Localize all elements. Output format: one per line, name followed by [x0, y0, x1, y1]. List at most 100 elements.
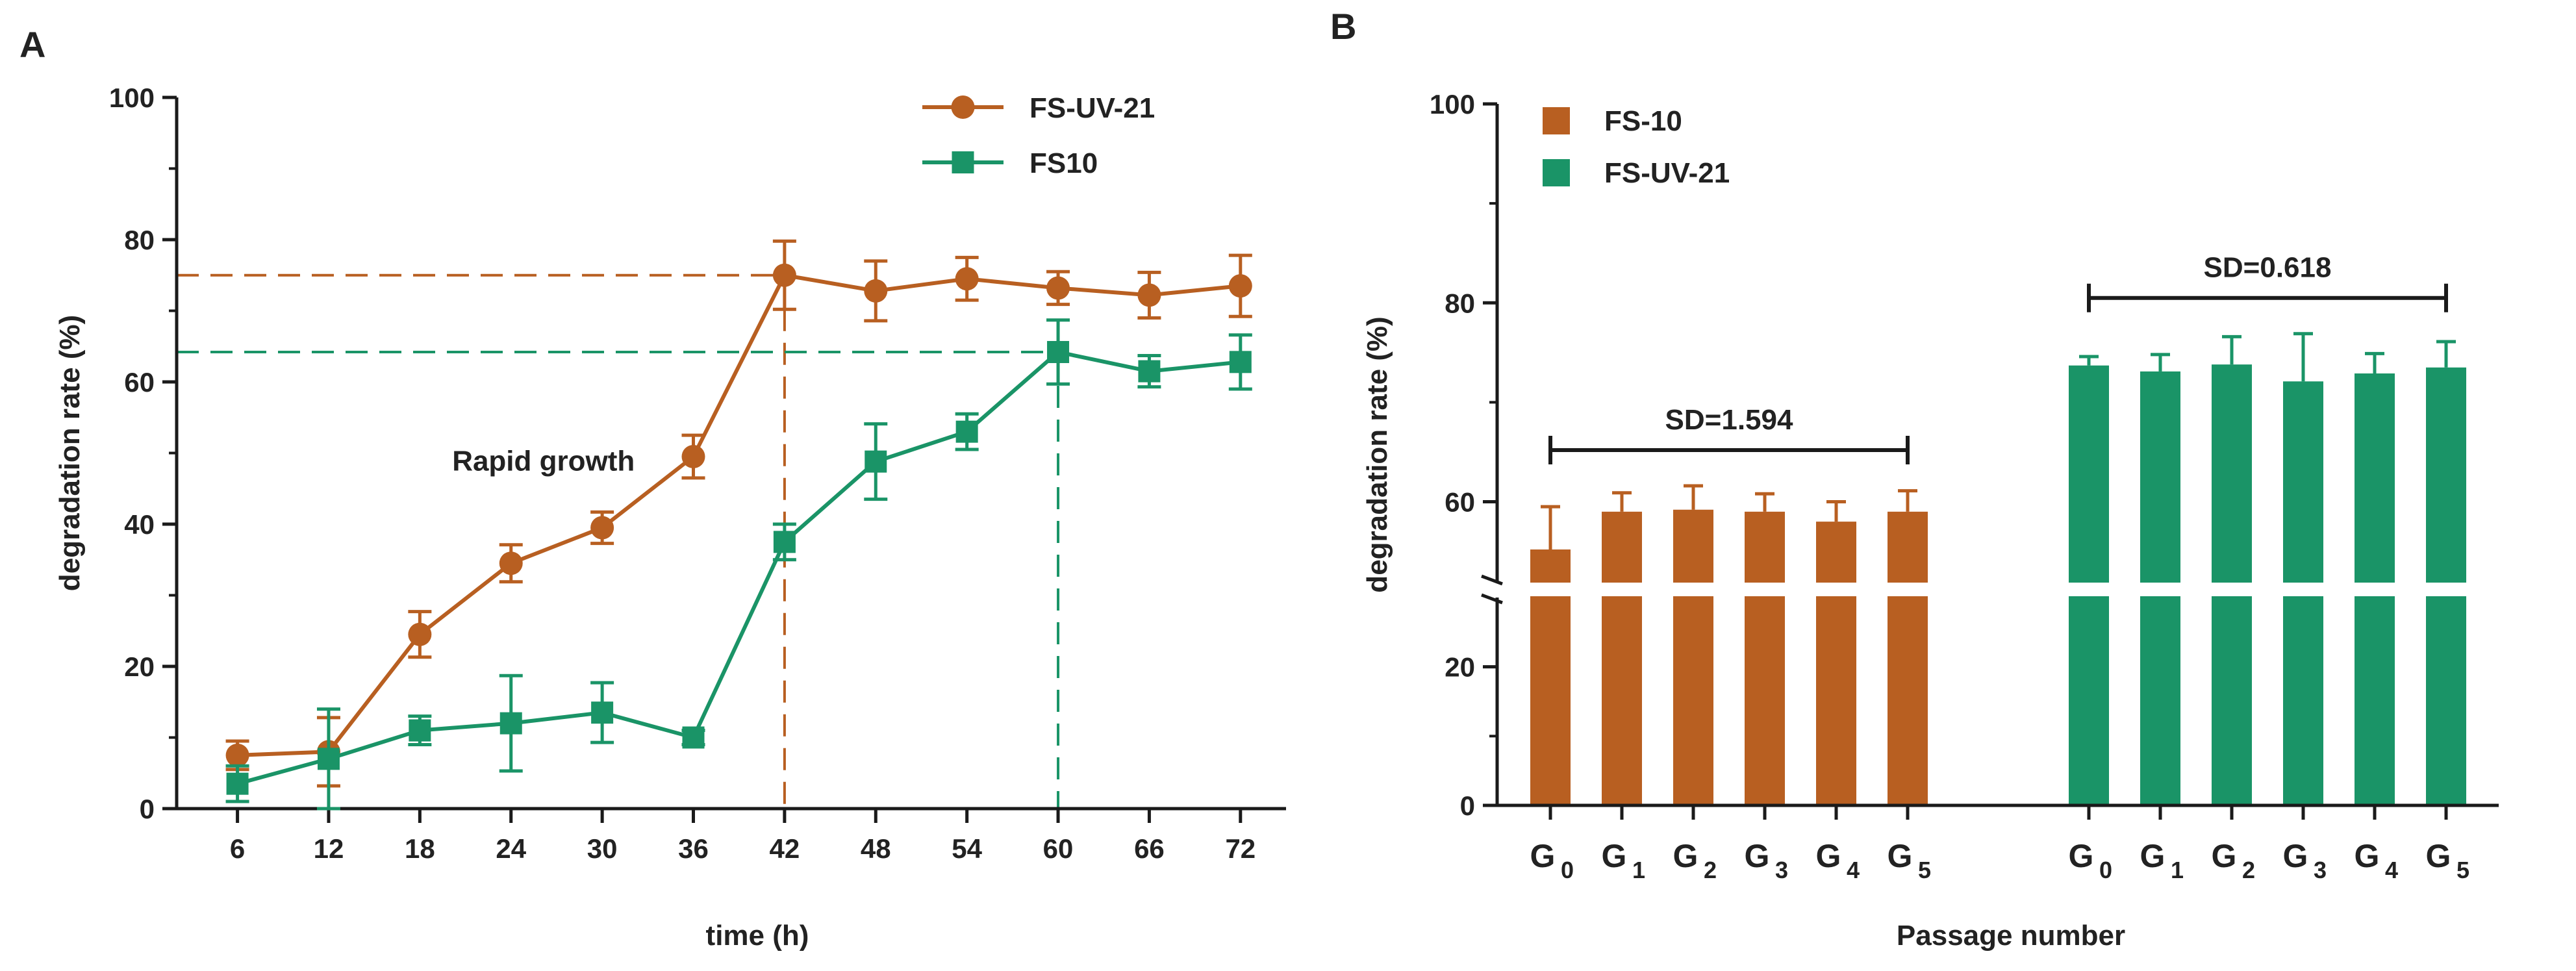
series-line-FS10: [236, 349, 1241, 786]
chart-legend: FS-10 FS-UV-21: [1543, 105, 1730, 189]
bar-FS-10-G4: [1816, 522, 1856, 805]
sd-label: SD=0.618: [2204, 252, 2332, 284]
legend-label: FS-10: [1604, 105, 1682, 137]
legend-label: FS-UV-21: [1029, 92, 1155, 124]
x-tick-label: 54: [952, 833, 982, 864]
y-axis-title: degradation rate (%): [54, 315, 86, 591]
x-tick-label: 42: [770, 833, 800, 864]
y-tick-label: 100: [109, 82, 155, 113]
data-point-circle: [681, 444, 705, 468]
x-tick-label-subscript: 1: [1632, 857, 1645, 883]
data-point-square: [409, 719, 431, 742]
data-point-circle: [1137, 283, 1161, 307]
x-tick-label: G: [2069, 838, 2094, 874]
chart-series: [225, 239, 1252, 811]
legend-marker-circle: [951, 95, 975, 119]
data-point-square: [317, 748, 340, 770]
series-line-FS-UV-21: [237, 273, 1241, 757]
data-point-circle: [225, 743, 249, 767]
x-tick-label-subscript: 3: [1775, 857, 1788, 883]
data-point-square: [1047, 341, 1070, 364]
x-tick-label: G: [2140, 838, 2166, 874]
bar-FS-10-G2: [1673, 509, 1713, 805]
y-tick-label: 40: [124, 509, 155, 540]
data-point-circle: [408, 622, 432, 646]
data-point-square: [1138, 360, 1161, 383]
panel-a-letter: A: [19, 24, 45, 65]
y-tick-label: 60: [1445, 487, 1475, 518]
data-point-circle: [864, 279, 888, 303]
x-tick-label: G: [1888, 838, 1913, 874]
sd-brackets: SD=1.594 SD=0.618: [1548, 252, 2448, 464]
x-tick-label: 36: [678, 833, 709, 864]
panel-a: A 0 20 40 60 80 100 6 12 18 24 30 36 42 48 54 60 66 72 Ra…: [19, 24, 1286, 952]
legend-marker-square: [952, 151, 974, 173]
x-tick-label-subscript: 5: [2456, 857, 2469, 883]
x-tick-label: 24: [496, 833, 526, 864]
x-tick-label: G: [1530, 838, 1556, 874]
chart-bars: [1528, 332, 2469, 805]
y-tick-label: 20: [1445, 652, 1475, 683]
data-point-circle: [1046, 276, 1070, 300]
x-tick-label-subscript: 4: [1847, 857, 1860, 883]
x-axis-title: Passage number: [1897, 920, 2125, 952]
y-tick-label: 0: [1460, 790, 1475, 821]
x-tick-label: G: [2426, 838, 2451, 874]
x-tick-label-subscript: 2: [2242, 857, 2255, 883]
x-tick-label: G: [1602, 838, 1627, 874]
chart-axes: 0 20 60 80 100: [1430, 89, 2499, 821]
x-tick-label-subscript: 3: [2314, 857, 2327, 883]
bar-FS-10-G1: [1602, 511, 1642, 805]
x-tick-label: 6: [230, 833, 245, 864]
data-point-square: [773, 531, 796, 553]
x-tick-label: 18: [405, 833, 435, 864]
axis-break-gap: [1528, 583, 1930, 596]
data-point-circle: [590, 516, 614, 540]
y-tick-label: 0: [140, 794, 155, 824]
x-tick-label-subscript: 5: [1918, 857, 1931, 883]
y-tick-label: 60: [124, 367, 155, 397]
x-tick-label: G: [1673, 838, 1698, 874]
y-tick-label: 20: [124, 651, 155, 682]
legend-swatch: [1543, 107, 1570, 134]
data-point-square: [1229, 351, 1252, 373]
data-point-square: [955, 420, 978, 443]
x-tick-label: 72: [1225, 833, 1256, 864]
x-tick-label: 60: [1043, 833, 1074, 864]
data-point-circle: [955, 267, 979, 291]
data-point-circle: [772, 263, 796, 287]
bar-FS-10-G3: [1745, 511, 1785, 805]
axis-break-gap: [2066, 583, 2469, 596]
chart-axes: 0 20 40 60 80 100 6 12 18 24 30 36 42 48 54 60 66 72: [109, 82, 1286, 864]
legend-swatch: [1543, 159, 1570, 186]
x-tick-label-subscript: 1: [2171, 857, 2184, 883]
x-tick-label: 12: [314, 833, 344, 864]
chart-legend: FS-UV-21 FS10: [922, 92, 1155, 179]
x-tick-label: G: [2355, 838, 2380, 874]
x-tick-label: 66: [1134, 833, 1165, 864]
x-tick-label-subscript: 2: [1704, 857, 1717, 883]
data-point-square: [865, 450, 887, 473]
panel-b-letter: B: [1330, 6, 1356, 47]
x-tick-label: G: [1745, 838, 1770, 874]
x-tick-label-subscript: 0: [2099, 857, 2112, 883]
data-point-square: [499, 712, 522, 735]
data-point-circle: [499, 551, 523, 575]
x-tick-label-subscript: 4: [2385, 857, 2398, 883]
x-tick-label-subscript: 0: [1561, 857, 1574, 883]
x-tick-label: G: [1816, 838, 1841, 874]
x-tick-label: G: [2283, 838, 2308, 874]
sd-label: SD=1.594: [1665, 404, 1793, 436]
axis-break-mark: [1481, 574, 1503, 586]
x-tick-label: G: [2212, 838, 2237, 874]
reference-lines: [177, 273, 1060, 809]
data-point-circle: [1228, 274, 1252, 298]
legend-label: FS10: [1029, 147, 1098, 179]
data-point-square: [682, 726, 705, 749]
x-axis-title: time (h): [706, 920, 809, 952]
data-point-square: [226, 772, 249, 795]
bar-FS-10-G5: [1888, 511, 1928, 805]
